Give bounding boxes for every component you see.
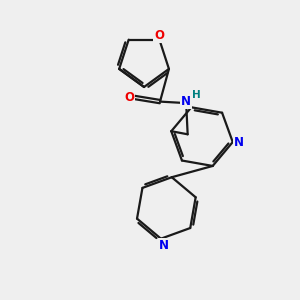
Text: O: O — [154, 29, 164, 42]
Text: O: O — [124, 91, 134, 104]
Text: N: N — [159, 239, 169, 252]
Text: N: N — [181, 95, 191, 108]
Text: H: H — [192, 90, 201, 100]
Text: N: N — [234, 136, 244, 148]
